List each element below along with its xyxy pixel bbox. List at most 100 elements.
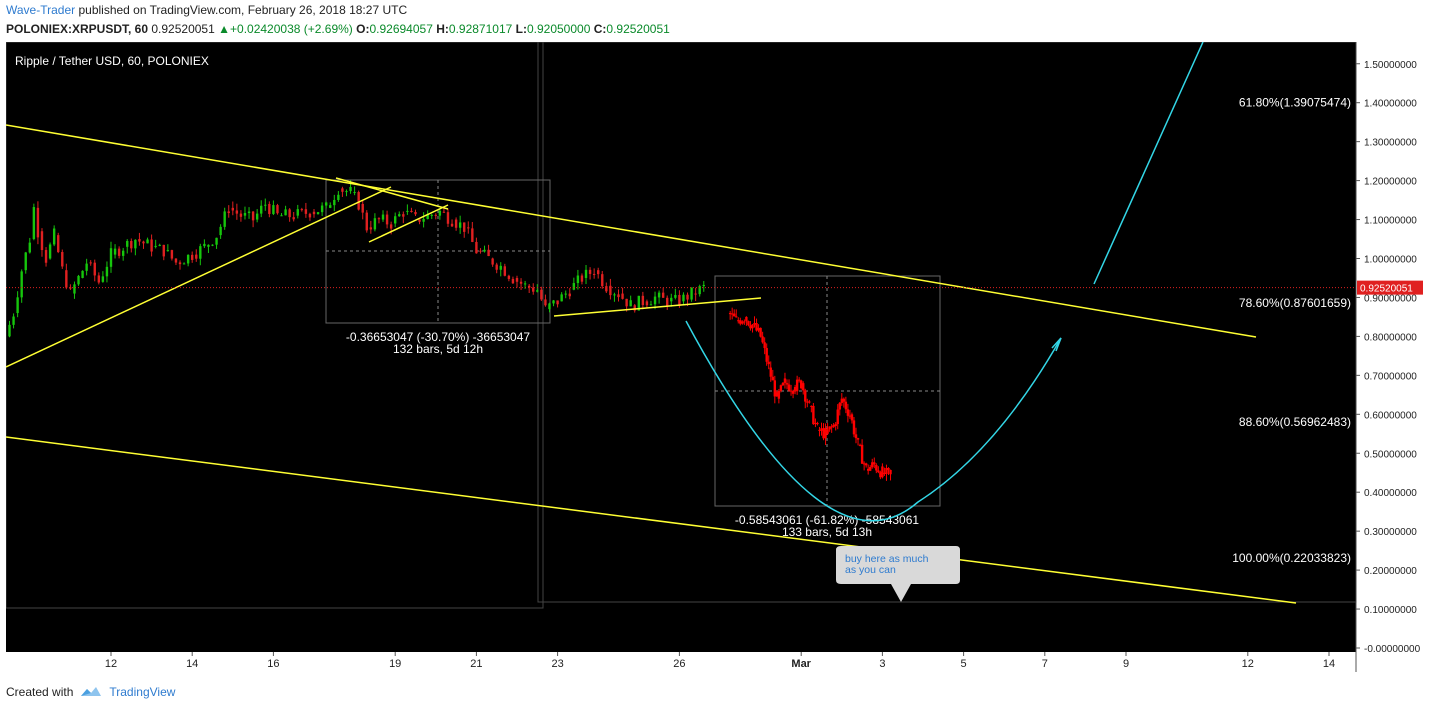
candle xyxy=(511,278,515,284)
candle xyxy=(753,322,756,325)
candle xyxy=(769,367,772,377)
candle xyxy=(394,216,397,224)
candle xyxy=(601,274,604,287)
author-link[interactable]: Wave-Trader xyxy=(6,3,76,17)
measure-1-label-line-1: -0.36653047 (-30.70%) -36653047 xyxy=(346,330,530,344)
candle xyxy=(264,204,267,206)
candle xyxy=(324,202,328,206)
x-tick-label: 16 xyxy=(267,658,279,670)
symbol-label: POLONIEX:XRPUSDT, 60 xyxy=(6,22,149,36)
candle xyxy=(641,295,645,306)
candle xyxy=(77,275,80,285)
y-tick-label: 0.20000000 xyxy=(1364,566,1417,577)
candle xyxy=(450,223,454,227)
candle xyxy=(20,271,23,298)
candle xyxy=(304,209,308,214)
candle xyxy=(808,401,811,403)
chart-title: Ripple / Tether USD, 60, POLONIEX xyxy=(15,54,209,68)
candle xyxy=(840,398,843,403)
candle xyxy=(503,266,507,276)
support-line xyxy=(5,186,392,368)
candle xyxy=(499,265,502,270)
candle xyxy=(48,244,52,259)
y-tick-label: 0.10000000 xyxy=(1364,605,1417,616)
candle xyxy=(838,402,841,410)
candle xyxy=(479,250,482,252)
candle xyxy=(467,227,470,229)
measure-2-label-line-1: -0.58543061 (-61.82%) -58543061 xyxy=(735,513,919,527)
candle xyxy=(357,192,360,210)
candle xyxy=(52,228,56,245)
candle xyxy=(44,250,48,263)
tradingview-link[interactable]: TradingView xyxy=(109,685,176,699)
candle xyxy=(781,382,785,386)
candle xyxy=(117,248,121,256)
candle xyxy=(162,244,165,257)
candle xyxy=(755,322,758,331)
candle xyxy=(150,239,153,252)
candle xyxy=(544,299,547,306)
candle xyxy=(875,464,878,471)
frame-right xyxy=(537,41,1357,603)
candle xyxy=(877,470,880,473)
candle xyxy=(773,380,777,397)
candle xyxy=(728,313,732,315)
candle xyxy=(866,468,870,471)
candle xyxy=(191,254,194,260)
candle xyxy=(487,249,490,257)
candle xyxy=(288,209,291,218)
high-label: H: xyxy=(436,22,449,36)
candle xyxy=(81,270,84,278)
candle xyxy=(89,262,92,264)
measure-2-label-line-2: 133 bars, 5d 13h xyxy=(782,525,872,539)
candle xyxy=(765,348,768,362)
candle xyxy=(12,316,15,325)
candle xyxy=(779,385,783,391)
candle xyxy=(761,336,764,343)
base-line xyxy=(553,297,762,317)
candle xyxy=(377,218,381,220)
candle xyxy=(588,269,592,274)
candle xyxy=(523,283,527,285)
channel-lower-line xyxy=(5,436,1297,604)
candle xyxy=(361,203,364,213)
candle xyxy=(227,211,230,214)
candle xyxy=(836,409,839,425)
created-with-label: Created with xyxy=(6,685,74,699)
candle xyxy=(822,428,825,439)
candle xyxy=(848,415,852,417)
candle xyxy=(105,266,109,277)
projection-arc xyxy=(685,320,1062,522)
candle xyxy=(166,250,170,252)
price-axis-background xyxy=(1356,42,1428,672)
candle xyxy=(653,296,657,305)
candle xyxy=(678,294,681,306)
measure-1-label-line-2: 132 bars, 5d 12h xyxy=(393,342,483,356)
candle xyxy=(826,429,829,434)
low-value: 0.92050000 xyxy=(526,22,591,36)
candle xyxy=(816,422,819,425)
y-tick-label: 1.40000000 xyxy=(1364,99,1417,110)
y-tick-label: -0.00000000 xyxy=(1364,644,1421,655)
candle xyxy=(592,273,596,275)
candle xyxy=(134,239,137,249)
x-tick-label: 12 xyxy=(1242,658,1254,670)
x-tick-label: 23 xyxy=(551,658,563,670)
chart-area[interactable]: -0.36653047 (-30.70%) -36653047 132 bars,… xyxy=(5,41,1428,672)
y-tick-label: 1.00000000 xyxy=(1364,255,1417,266)
candle xyxy=(207,244,210,247)
candle xyxy=(170,250,174,259)
candle xyxy=(572,283,576,290)
candle xyxy=(243,213,247,216)
callout-bubble: buy here as much as you can xyxy=(836,546,960,602)
candle xyxy=(621,293,624,299)
y-tick-label: 1.10000000 xyxy=(1364,216,1417,227)
candle xyxy=(353,192,356,194)
candle xyxy=(438,210,442,216)
candle xyxy=(730,313,734,315)
y-tick-label: 0.50000000 xyxy=(1364,449,1417,460)
candle xyxy=(793,387,797,392)
candle xyxy=(223,211,226,227)
candle xyxy=(434,214,437,216)
